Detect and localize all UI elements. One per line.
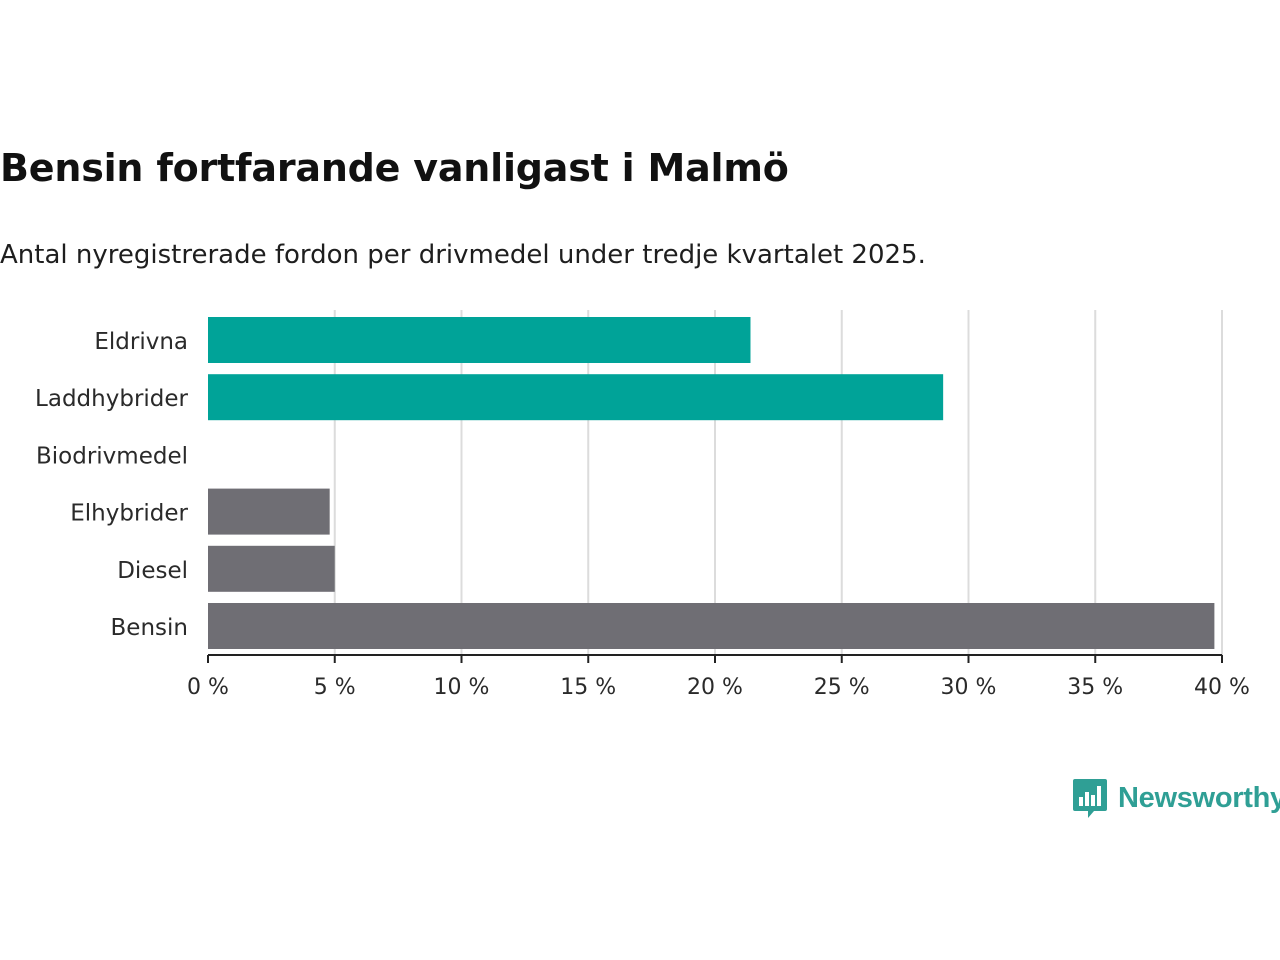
bar-eldrivna (208, 317, 751, 363)
x-tick-label: 0 % (187, 675, 229, 700)
x-tick-label: 40 % (1194, 675, 1250, 700)
newsworthy-logo: Newsworthy (1072, 776, 1280, 820)
category-label: Laddhybrider (35, 386, 188, 412)
chart-title: Bensin fortfarande vanligast i Malmö (0, 146, 789, 190)
bar-chart: Eldrivna Laddhybrider Biodrivmedel Elhybrid… (35, 310, 1250, 700)
x-tick-label: 5 % (314, 675, 356, 700)
bar-bensin (208, 603, 1215, 649)
newsworthy-logo-text: Newsworthy (1118, 781, 1280, 814)
bar-elhybrider (208, 488, 330, 535)
chart-subtitle: Antal nyregistrerade fordon per drivmede… (0, 240, 926, 270)
x-tick-label: 25 % (814, 675, 870, 700)
newsworthy-logo-icon (1073, 779, 1107, 818)
category-label: Bensin (111, 615, 188, 641)
bar-laddhybrider (208, 374, 944, 421)
x-tick-label: 15 % (560, 675, 616, 700)
bar-diesel (208, 545, 335, 592)
x-tick-label: 30 % (941, 675, 997, 700)
x-tick-label: 10 % (434, 675, 490, 700)
x-tick-label: 35 % (1067, 675, 1123, 700)
category-label: Diesel (117, 558, 188, 584)
category-label: Biodrivmedel (36, 443, 188, 469)
category-label: Eldrivna (94, 329, 188, 355)
category-label: Elhybrider (70, 501, 188, 527)
x-tick-label: 20 % (687, 675, 743, 700)
